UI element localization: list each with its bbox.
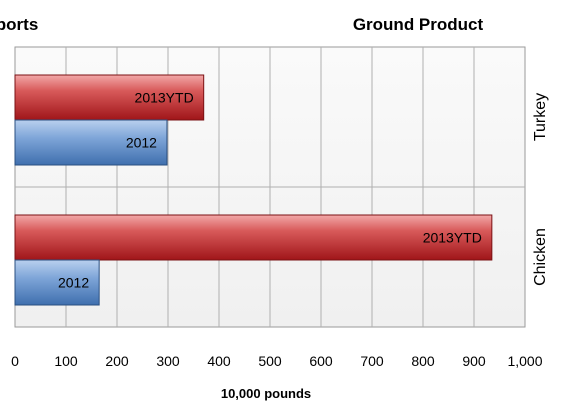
bar-2013ytd-chicken <box>14 214 493 261</box>
category-label-chicken: Chicken <box>532 228 549 286</box>
bar-2012-turkey <box>14 119 168 166</box>
chart-title-right: Ground Product <box>353 15 484 34</box>
bar-labels: 2013YTD 2012 2013YTD 2012 <box>58 90 482 291</box>
bar-2012-chicken <box>14 259 100 306</box>
bar-data-label: 2012 <box>58 275 89 291</box>
x-tick-label: 200 <box>105 353 129 369</box>
x-tick-labels: 0 100 200 300 400 500 600 700 800 900 1,000 <box>11 353 543 369</box>
x-axis-label: 10,000 pounds <box>221 386 311 401</box>
chart-title-left: Exports <box>0 15 38 34</box>
x-tick-label: 100 <box>54 353 78 369</box>
x-tick-label: 1,000 <box>507 353 542 369</box>
x-tick-label: 500 <box>258 353 282 369</box>
x-tick-label: 700 <box>360 353 384 369</box>
bars <box>14 74 493 306</box>
category-label-turkey: Turkey <box>532 93 549 141</box>
x-tick-label: 0 <box>11 353 19 369</box>
bar-data-label: 2013YTD <box>135 90 194 106</box>
bar-2013ytd-turkey <box>14 74 205 121</box>
bar-data-label: 2012 <box>126 135 157 151</box>
x-tick-label: 300 <box>156 353 180 369</box>
bar-data-label: 2013YTD <box>423 230 482 246</box>
x-tick-label: 600 <box>309 353 333 369</box>
x-tick-label: 900 <box>462 353 486 369</box>
x-tick-label: 800 <box>411 353 435 369</box>
category-labels: Turkey Chicken <box>532 93 549 286</box>
x-tick-label: 400 <box>207 353 231 369</box>
